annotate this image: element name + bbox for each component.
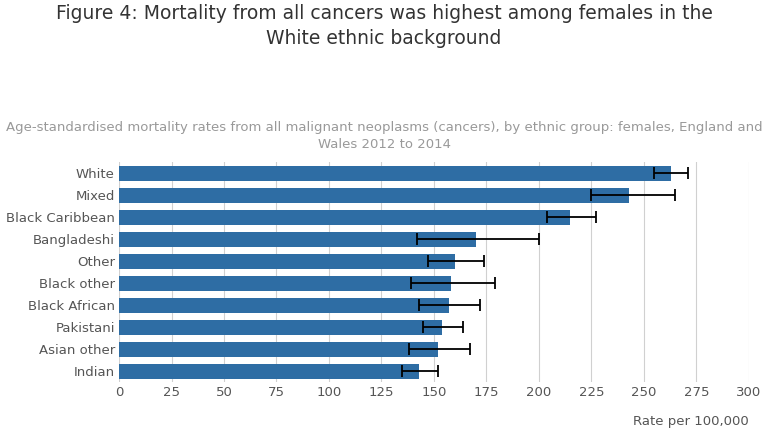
Text: Rate per 100,000: Rate per 100,000 bbox=[633, 415, 749, 428]
Bar bbox=[119, 298, 449, 313]
Bar bbox=[119, 364, 419, 379]
Bar bbox=[119, 320, 442, 335]
Bar bbox=[119, 254, 455, 269]
Text: Figure 4: Mortality from all cancers was highest among females in the
White ethn: Figure 4: Mortality from all cancers was… bbox=[55, 4, 713, 48]
Bar bbox=[119, 165, 671, 181]
Bar bbox=[119, 210, 571, 225]
Bar bbox=[119, 232, 476, 247]
Bar bbox=[119, 276, 451, 291]
Bar bbox=[119, 187, 629, 203]
Text: Age-standardised mortality rates from all malignant neoplasms (cancers), by ethn: Age-standardised mortality rates from al… bbox=[5, 121, 763, 151]
Bar bbox=[119, 342, 438, 357]
